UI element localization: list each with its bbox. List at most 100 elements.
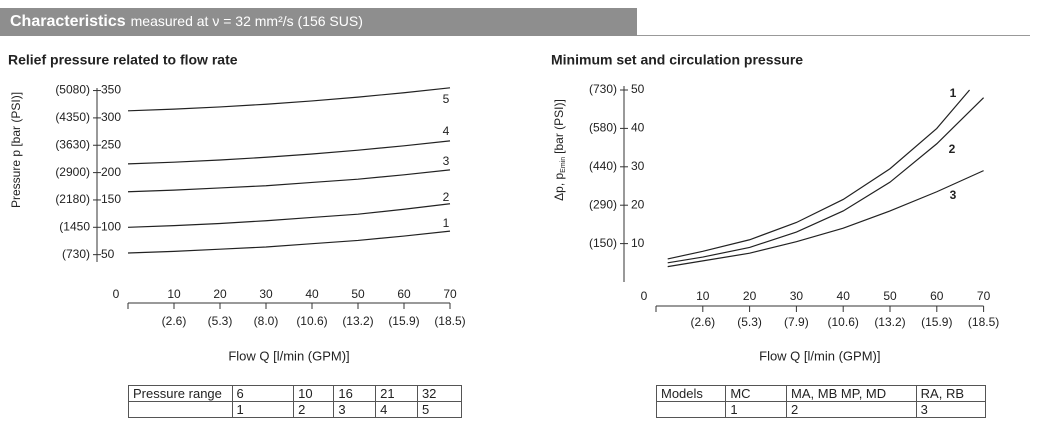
x-tick-label: 30	[790, 289, 804, 303]
x-tick-label: 0	[641, 289, 648, 303]
y-tick-alt-label: (290)	[589, 197, 617, 211]
header-title: Characteristics measured at ν = 32 mm²/s …	[10, 13, 363, 31]
x-tick-alt-label: (7.9)	[784, 315, 809, 329]
x-tick-label: 0	[113, 287, 120, 301]
x-tick-alt-label: (5.3)	[737, 315, 762, 329]
series-label: 1	[950, 86, 957, 100]
x-tick-label: 70	[443, 287, 457, 301]
y-tick-alt-label: (5080)	[55, 83, 90, 97]
table-cell: 2	[293, 401, 335, 418]
y-axis-label-unit: [bar (PSI)]	[552, 99, 566, 154]
x-tick-label: 20	[743, 289, 757, 303]
y-tick-alt-label: (4350)	[55, 110, 90, 124]
table-cell: 1	[725, 401, 788, 418]
series-label: 4	[443, 124, 450, 138]
series-line	[127, 203, 451, 228]
series-label: 5	[443, 92, 450, 106]
y-tick-alt-label: (580)	[589, 121, 617, 135]
y-tick-alt-label: (3630)	[55, 137, 90, 151]
y-tick-alt-label: (440)	[589, 159, 617, 173]
table-cell: RA, RB	[915, 385, 987, 402]
x-tick-label: 50	[351, 287, 365, 301]
y-axis-label-text: Pressure p [bar (PSI)]	[9, 92, 23, 208]
x-tick-alt-label: (2.6)	[690, 315, 715, 329]
table-cell: 4	[375, 401, 418, 418]
table-cell: 1	[231, 401, 295, 418]
table-cell: 16	[333, 385, 377, 402]
x-tick-alt-label: (5.3)	[208, 314, 233, 328]
table-cell: 3	[333, 401, 377, 418]
y-tick-label: 40	[631, 121, 645, 135]
x-tick-label: 40	[305, 287, 319, 301]
x-tick-label: 60	[397, 287, 411, 301]
x-tick-label: 50	[883, 289, 897, 303]
table-cell: Pressure range	[128, 385, 233, 402]
x-tick-label: 20	[213, 287, 227, 301]
table-cell: 3	[915, 401, 987, 418]
series-line	[127, 87, 451, 112]
table-row: Models MC MA, MB MP, MD RA, RB	[655, 385, 987, 402]
table-cell: MA, MB MP, MD	[786, 385, 917, 402]
y-tick-label: 50	[631, 82, 645, 96]
x-tick-alt-label: (8.0)	[254, 314, 279, 328]
series-line	[667, 97, 985, 264]
x-tick-alt-label: (13.2)	[342, 314, 373, 328]
x-tick-alt-label: (15.9)	[921, 315, 952, 329]
y-axis-label: Pressure p [bar (PSI)]	[9, 92, 23, 208]
y-axis-label-sub: Emin	[560, 157, 567, 173]
x-tick-alt-label: (2.6)	[162, 314, 187, 328]
chart-title: Relief pressure related to flow rate	[8, 52, 238, 68]
models-table: Models MC MA, MB MP, MD RA, RB 1 2 3	[655, 385, 987, 418]
x-axis-label: Flow Q [l/min (GPM)]	[228, 348, 349, 363]
y-axis-label: Δp, pEmin [bar (PSI)]	[552, 99, 567, 201]
x-tick-label: 60	[930, 289, 944, 303]
header-subtitle: measured at ν = 32 mm²/s (156 SUS)	[131, 13, 363, 29]
table-cell: 2	[786, 401, 917, 418]
table-cell: 6	[231, 385, 295, 402]
y-tick-alt-label: (730)	[589, 82, 617, 96]
x-tick-alt-label: (13.2)	[874, 315, 905, 329]
y-tick-label: 50	[101, 247, 115, 261]
x-tick-label: 70	[977, 289, 991, 303]
x-tick-alt-label: (18.5)	[968, 315, 999, 329]
table-cell	[128, 401, 233, 418]
y-tick-label: 350	[101, 83, 121, 97]
header-title-text: Characteristics	[10, 13, 126, 30]
series-label: 3	[443, 154, 450, 168]
x-tick-label: 10	[696, 289, 710, 303]
y-axis-label-text: Δp, p	[552, 172, 566, 200]
table-cell: Models	[655, 385, 727, 402]
x-tick-alt-label: (15.9)	[388, 314, 419, 328]
y-tick-alt-label: (1450	[59, 219, 90, 233]
table-cell	[655, 401, 727, 418]
chart-title: Minimum set and circulation pressure	[551, 52, 803, 68]
table-cell: 10	[293, 385, 335, 402]
series-label: 2	[949, 142, 956, 156]
table-cell: 32	[416, 385, 463, 402]
y-tick-alt-label: (730)	[62, 247, 90, 261]
y-tick-label: 20	[631, 197, 645, 211]
y-tick-label: 250	[101, 137, 121, 151]
y-tick-label: 200	[101, 165, 121, 179]
x-tick-alt-label: (10.6)	[296, 314, 327, 328]
y-tick-label: 300	[101, 110, 121, 124]
y-tick-alt-label: (2900)	[55, 165, 90, 179]
y-tick-label: 10	[631, 236, 645, 250]
y-tick-label: 100	[101, 219, 121, 233]
table-cell: 21	[375, 385, 418, 402]
series-label: 2	[443, 190, 450, 204]
series-line	[127, 230, 451, 254]
x-tick-label: 30	[259, 287, 273, 301]
y-tick-alt-label: (2180)	[55, 192, 90, 206]
series-line	[127, 169, 451, 193]
x-axis-label: Flow Q [l/min (GPM)]	[759, 348, 880, 363]
table-row: Pressure range 6 10 16 21 32	[128, 385, 463, 402]
header-bar	[0, 8, 637, 36]
y-tick-alt-label: (150)	[589, 236, 617, 250]
series-label: 1	[443, 216, 450, 230]
y-tick-label: 150	[101, 192, 121, 206]
